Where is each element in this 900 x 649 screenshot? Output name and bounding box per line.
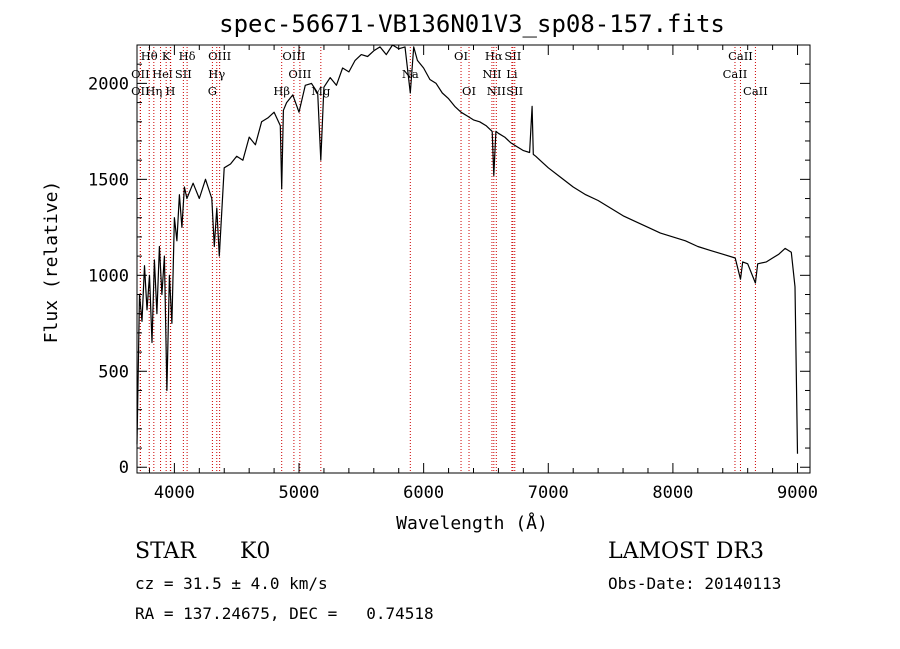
x-tick-label: 5000 bbox=[279, 483, 320, 503]
line-id-layer: HθKHδOIIIOIIIOIHαSIICaIIOIIHeISIIHγOIIIN… bbox=[131, 47, 768, 473]
line-id-label: Hδ bbox=[179, 49, 196, 63]
line-id-label: OI bbox=[454, 49, 468, 63]
line-id-label: OII bbox=[131, 84, 150, 98]
line-id-label: Hη bbox=[145, 84, 162, 98]
coordinates-text: RA = 137.24675, DEC = 0.74518 bbox=[135, 604, 434, 623]
redshift-text: cz = 31.5 ± 4.0 km/s bbox=[135, 574, 328, 593]
survey-label: LAMOST DR3 bbox=[608, 539, 764, 564]
line-id-label: CaII bbox=[743, 84, 768, 98]
line-id-label: CaII bbox=[723, 67, 748, 81]
line-id-label: NII bbox=[482, 67, 501, 81]
x-axis-label: Wavelength (Å) bbox=[396, 512, 548, 534]
series-layer bbox=[136, 44, 799, 454]
x-tick-label: 7000 bbox=[528, 483, 569, 503]
y-tick-label: 2000 bbox=[88, 74, 129, 94]
y-tick-label: 1000 bbox=[88, 266, 129, 286]
line-id-label: OIII bbox=[208, 49, 231, 63]
line-id-label: OIII bbox=[282, 49, 305, 63]
x-tick-label: 9000 bbox=[777, 483, 818, 503]
line-id-label: K bbox=[162, 49, 171, 63]
line-id-label: He bbox=[152, 67, 169, 81]
line-id-label: SII bbox=[175, 67, 192, 81]
y-tick-label: 500 bbox=[98, 362, 129, 382]
spectrum-line bbox=[136, 44, 799, 454]
chart-title: spec-56671-VB136N01V3_sp08-157.fits bbox=[219, 10, 725, 38]
x-tick-label: 8000 bbox=[652, 483, 693, 503]
line-id-label: Li bbox=[506, 67, 518, 81]
y-axis-label: Flux (relative) bbox=[41, 181, 62, 344]
line-id-label: SII bbox=[504, 49, 521, 63]
x-axis: 4000 5000 6000 7000 8000 9000 bbox=[148, 45, 818, 503]
obs-date-text: Obs-Date: 20140113 bbox=[608, 574, 782, 593]
y-tick-label: 0 bbox=[119, 458, 129, 478]
line-id-label: Mg bbox=[311, 84, 331, 98]
y-tick-label: 1500 bbox=[88, 170, 129, 190]
object-class: STAR bbox=[135, 539, 196, 564]
line-id-label: Hβ bbox=[273, 84, 290, 98]
line-id-label: G bbox=[208, 84, 217, 98]
plot-frame bbox=[136, 44, 811, 474]
line-id-label: CaII bbox=[728, 49, 753, 63]
line-id-label: H bbox=[165, 84, 175, 98]
line-id-label: OIII bbox=[288, 67, 311, 81]
object-subclass: K0 bbox=[240, 539, 271, 564]
line-id-label: Hθ bbox=[141, 49, 158, 63]
line-id-label: SII bbox=[506, 84, 523, 98]
line-id-label: Na bbox=[402, 67, 419, 81]
line-id-label: OI bbox=[462, 84, 476, 98]
line-id-label: Hα bbox=[485, 49, 503, 63]
x-tick-label: 6000 bbox=[403, 483, 444, 503]
line-id-label: Hγ bbox=[208, 67, 225, 81]
line-id-label: NII bbox=[487, 84, 506, 98]
y-axis: 0 500 1000 1500 2000 bbox=[88, 63, 810, 478]
x-tick-label: 4000 bbox=[154, 483, 195, 503]
